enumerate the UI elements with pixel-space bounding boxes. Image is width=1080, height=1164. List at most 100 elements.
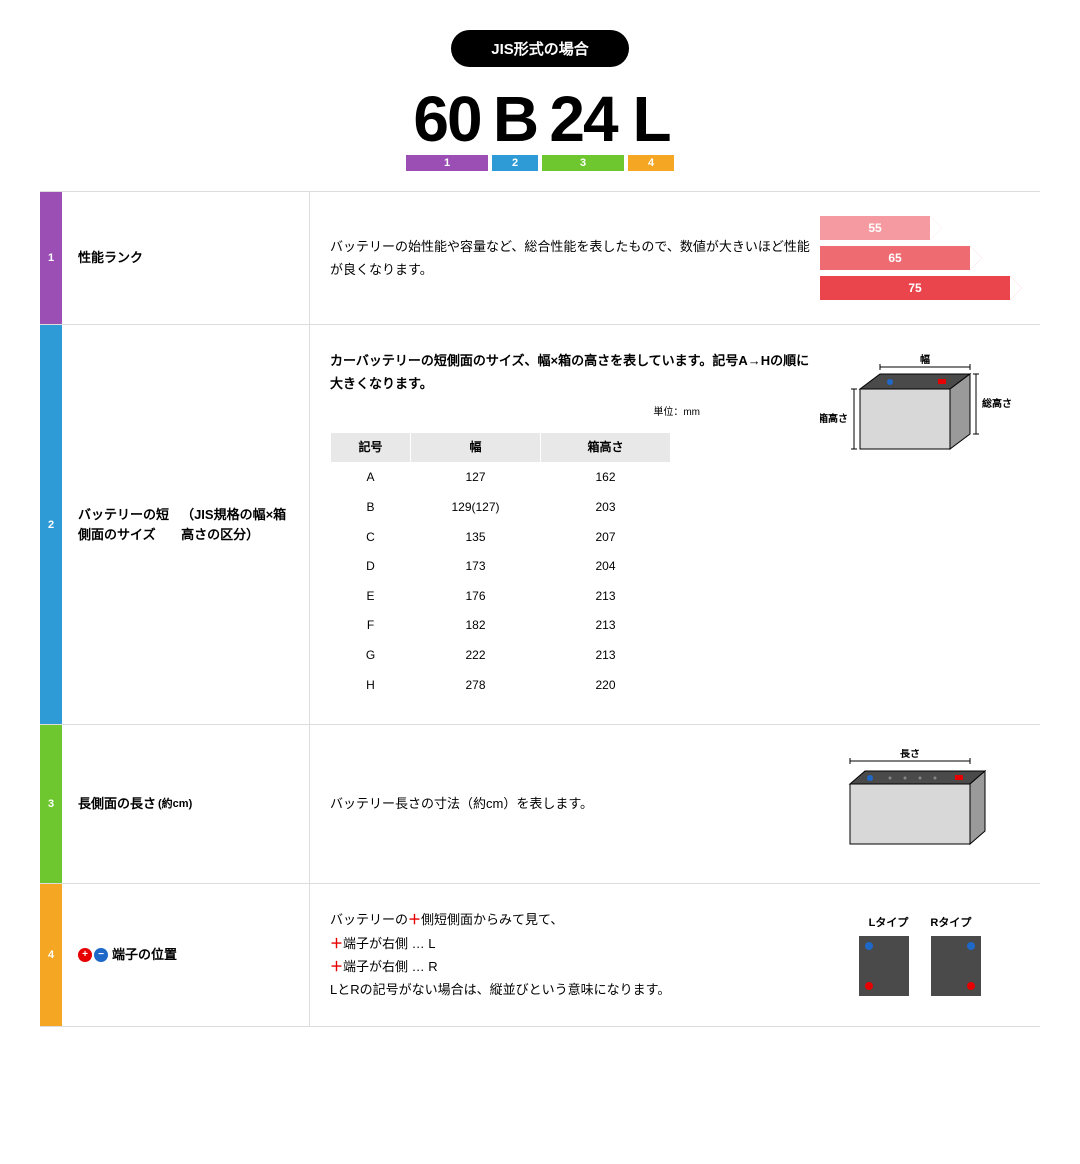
size-table: 記号幅箱高さA127162B129(127)203C135207D173204E… — [330, 432, 671, 700]
row-number-2: 2 — [40, 325, 62, 724]
size-cell: F — [331, 611, 411, 641]
rank-bar-55: 55 — [820, 216, 930, 240]
row-3-label: 長側面の長さ (約cm) — [62, 725, 310, 883]
size-cell: 222 — [411, 641, 541, 671]
size-cell: 213 — [541, 582, 671, 612]
size-cell: 182 — [411, 611, 541, 641]
row-2-size: 2 バッテリーの短側面のサイズ （JIS規格の幅×箱高さの区分） カーバッテリー… — [40, 325, 1040, 725]
code-char: 24 — [540, 87, 626, 151]
size-row: F182213 — [331, 611, 671, 641]
size-cell: 203 — [541, 493, 671, 523]
header: JIS形式の場合 601B2243L4 — [40, 30, 1040, 171]
l-type-box — [859, 936, 909, 996]
width-label: 幅 — [920, 353, 930, 366]
row-1-performance: 1 性能ランク バッテリーの始性能や容量など、総合性能を表したもので、数値が大き… — [40, 192, 1040, 325]
code-display: 601B2243L4 — [40, 87, 1040, 171]
size-cell: 129(127) — [411, 493, 541, 523]
size-row: G222213 — [331, 641, 671, 671]
r4-plus1: ＋ — [408, 912, 421, 927]
row-number-4: 4 — [40, 884, 62, 1026]
boxheight-label: 箱高さ — [820, 412, 848, 425]
size-row: C135207 — [331, 523, 671, 553]
size-th: 記号 — [331, 432, 411, 463]
size-row: E176213 — [331, 582, 671, 612]
row-3-label-sub: (約cm) — [158, 796, 192, 813]
size-row: B129(127)203 — [331, 493, 671, 523]
code-index-bar: 3 — [542, 155, 624, 171]
row-4-label: + − 端子の位置 — [62, 884, 310, 1026]
row-2-label-line1: バッテリーの短側面のサイズ — [78, 505, 181, 544]
size-cell: 207 — [541, 523, 671, 553]
battery-side-diagram: 幅 箱高さ 総高さ — [820, 349, 1020, 479]
battery-length-visual: 長さ — [820, 749, 1020, 859]
size-row: D173204 — [331, 552, 671, 582]
row-3-length: 3 長側面の長さ (約cm) バッテリー長さの寸法（約cm）を表します。 長さ — [40, 725, 1040, 884]
row-number-3: 3 — [40, 725, 62, 883]
size-cell: D — [331, 552, 411, 582]
size-cell: A — [331, 463, 411, 493]
r4-l2: 端子が右側 … L — [343, 936, 435, 951]
terminal-icons: + − — [78, 948, 108, 962]
size-cell: E — [331, 582, 411, 612]
rank-visual: 55 65 75 — [820, 216, 1020, 300]
format-badge: JIS形式の場合 — [451, 30, 629, 67]
battery-length-diagram: 長さ — [820, 749, 1000, 859]
minus-icon: − — [94, 948, 108, 962]
r-type-label: Rタイプ — [930, 914, 971, 930]
r-plus-dot — [967, 982, 975, 990]
code-part-4: L4 — [626, 87, 676, 171]
code-index-bar: 1 — [406, 155, 488, 171]
length-label: 長さ — [900, 749, 920, 760]
totalheight-label: 総高さ — [982, 397, 1012, 410]
size-cell: 162 — [541, 463, 671, 493]
row-4-terminal: 4 + − 端子の位置 バッテリーの＋側短側面からみて見て、 ＋端子が右側 … … — [40, 884, 1040, 1027]
size-cell: G — [331, 641, 411, 671]
size-cell: 213 — [541, 641, 671, 671]
rank-bar-65: 65 — [820, 246, 970, 270]
size-cell: C — [331, 523, 411, 553]
r-type-box — [931, 936, 981, 996]
row-3-label-main: 長側面の長さ — [78, 794, 156, 814]
battery-side-visual: 幅 箱高さ 総高さ — [820, 349, 1020, 479]
row-2-content: カーバッテリーの短側面のサイズ、幅×箱の高さを表しています。記号A→Hの順に大き… — [310, 325, 1040, 724]
terminal-type-visual: Lタイプ Rタイプ — [820, 914, 1020, 996]
r-minus-dot — [967, 942, 975, 950]
row-3-content: バッテリー長さの寸法（約cm）を表します。 長さ — [310, 725, 1040, 883]
size-cell: 204 — [541, 552, 671, 582]
row-3-text: バッテリー長さの寸法（約cm）を表します。 — [330, 792, 820, 815]
row-4-label-text: 端子の位置 — [112, 945, 177, 965]
code-index-bar: 4 — [628, 155, 674, 171]
code-part-3: 243 — [540, 87, 626, 171]
size-cell: 278 — [411, 671, 541, 701]
size-cell: 213 — [541, 611, 671, 641]
size-cell: 173 — [411, 552, 541, 582]
code-part-2: B2 — [490, 87, 540, 171]
code-char: L — [626, 87, 676, 151]
row-2-label-line2: （JIS規格の幅×箱高さの区分） — [181, 505, 293, 544]
size-cell: 220 — [541, 671, 671, 701]
r4-plus2: ＋ — [330, 936, 343, 951]
code-char: B — [490, 87, 540, 151]
size-th: 幅 — [411, 432, 541, 463]
size-cell: 127 — [411, 463, 541, 493]
l-plus-dot — [865, 982, 873, 990]
size-cell: B — [331, 493, 411, 523]
size-row: H278220 — [331, 671, 671, 701]
unit-label: 単位：mm — [330, 404, 700, 422]
explanation-table: 1 性能ランク バッテリーの始性能や容量など、総合性能を表したもので、数値が大き… — [40, 191, 1040, 1027]
r4-l3: 端子が右側 … R — [343, 959, 438, 974]
row-4-content: バッテリーの＋側短側面からみて見て、 ＋端子が右側 … L ＋端子が右側 … R… — [310, 884, 1040, 1026]
r4-l4: LとRの記号がない場合は、縦並びという意味になります。 — [330, 978, 820, 1001]
size-row: A127162 — [331, 463, 671, 493]
r4-plus3: ＋ — [330, 959, 343, 974]
size-cell: H — [331, 671, 411, 701]
row-1-text: バッテリーの始性能や容量など、総合性能を表したもので、数値が大きいほど性能が良く… — [330, 235, 820, 282]
row-2-label: バッテリーの短側面のサイズ （JIS規格の幅×箱高さの区分） — [62, 325, 310, 724]
r4-l1a: バッテリーの — [330, 912, 408, 927]
page-container: JIS形式の場合 601B2243L4 1 性能ランク バッテリーの始性能や容量… — [0, 0, 1080, 1057]
code-part-1: 601 — [404, 87, 490, 171]
row-1-content: バッテリーの始性能や容量など、総合性能を表したもので、数値が大きいほど性能が良く… — [310, 192, 1040, 324]
row-2-text: カーバッテリーの短側面のサイズ、幅×箱の高さを表しています。記号A→Hの順に大き… — [330, 349, 820, 396]
rank-bar-75: 75 — [820, 276, 1010, 300]
row-4-text: バッテリーの＋側短側面からみて見て、 ＋端子が右側 … L ＋端子が右側 … R… — [330, 908, 820, 1002]
